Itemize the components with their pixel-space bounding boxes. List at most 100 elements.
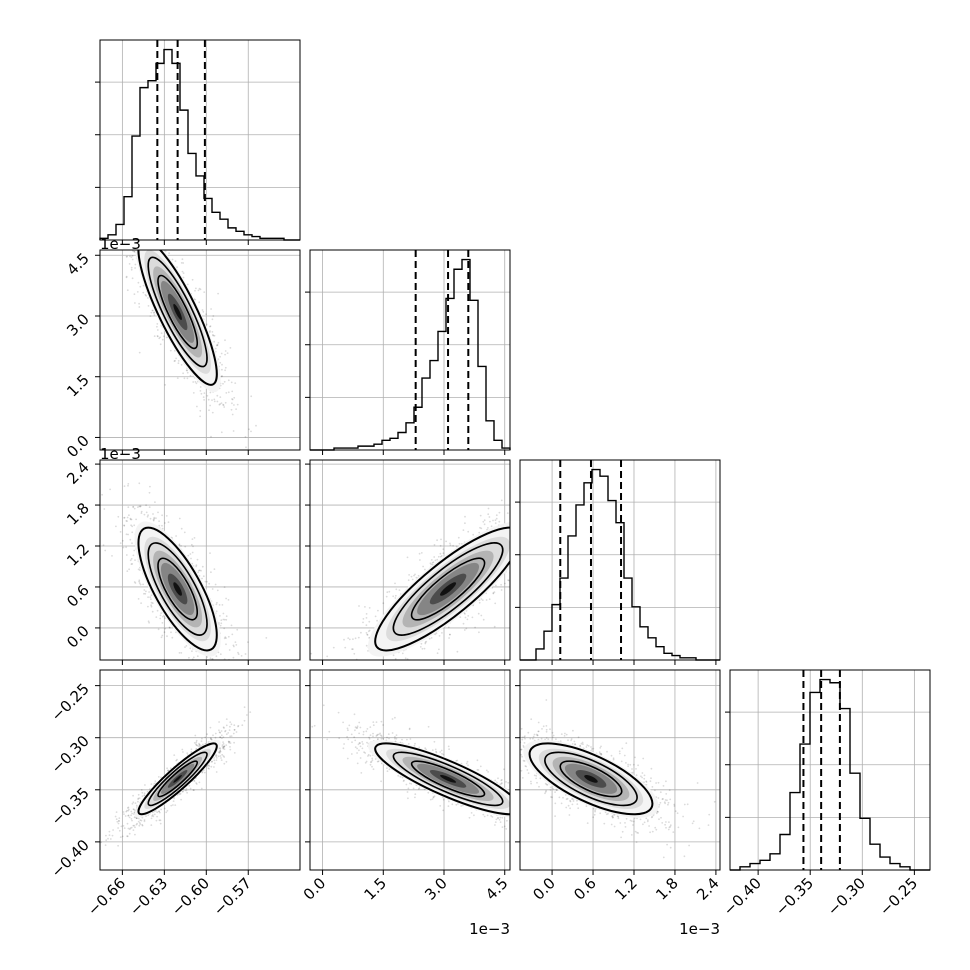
sample-point [126, 255, 128, 258]
sample-point [219, 624, 222, 627]
sample-point [206, 580, 208, 583]
sample-point [532, 537, 534, 539]
sample-point [516, 536, 518, 538]
sample-point [191, 668, 193, 670]
sample-point [212, 315, 215, 317]
sample-point [225, 661, 227, 663]
sample-point [150, 783, 153, 785]
sample-point [530, 547, 532, 549]
sample-point [377, 609, 379, 612]
sample-point [504, 582, 506, 585]
sample-point [204, 667, 206, 669]
sample-point [218, 731, 221, 734]
sample-point [178, 517, 181, 520]
sample-point [160, 246, 162, 248]
sample-point [244, 653, 247, 655]
sample-point [482, 618, 485, 621]
sample-point [186, 369, 189, 372]
sample-point [244, 436, 247, 438]
sample-point [118, 191, 120, 193]
sample-point [513, 554, 515, 556]
sample-point [202, 396, 205, 398]
sample-point [198, 781, 201, 784]
sample-point [255, 424, 257, 427]
sample-point [213, 673, 215, 675]
sample-point [203, 392, 206, 394]
sample-point [219, 403, 222, 405]
sample-point [209, 552, 211, 554]
sample-point [529, 509, 531, 511]
sample-point [335, 675, 337, 677]
sample-point [539, 526, 541, 528]
sample-point [225, 597, 228, 600]
sample-point [158, 520, 161, 522]
sample-point [218, 721, 221, 723]
sample-point [130, 256, 133, 258]
sample-point [195, 564, 198, 567]
sample-point [368, 620, 371, 623]
sample-point [487, 513, 490, 516]
sample-point [146, 227, 148, 229]
sample-point [195, 739, 198, 742]
sample-point [146, 515, 149, 518]
sample-point [151, 223, 153, 225]
sample-point [138, 351, 141, 354]
sample-point [408, 574, 410, 576]
sample-point [158, 811, 161, 814]
sample-point [125, 275, 128, 278]
sample-point [172, 800, 175, 802]
sample-point [162, 236, 164, 238]
sample-point [466, 618, 469, 621]
sample-point [404, 657, 407, 660]
sample-point [130, 524, 133, 527]
sample-point [448, 637, 450, 639]
sample-point [390, 664, 392, 666]
sample-point [234, 641, 237, 643]
sample-point [544, 487, 546, 489]
sample-point [209, 330, 211, 332]
sample-point [215, 610, 218, 613]
sample-point [394, 597, 397, 599]
sample-point [156, 325, 158, 328]
sample-point [449, 544, 452, 546]
sample-point [540, 545, 542, 547]
sample-point [209, 391, 212, 394]
sample-point [218, 403, 221, 406]
sample-point [431, 561, 434, 564]
sample-point [197, 569, 200, 572]
sample-point [366, 634, 369, 636]
sample-point [365, 644, 368, 647]
sample-point [202, 310, 205, 313]
sample-point [132, 506, 135, 508]
sample-point [126, 516, 129, 519]
sample-point [130, 810, 133, 813]
sample-point [134, 219, 136, 221]
sample-point [334, 667, 336, 669]
sample-point [143, 589, 146, 591]
sample-point [436, 539, 438, 542]
sample-point [225, 615, 228, 618]
sample-point [344, 666, 346, 668]
sample-point [376, 619, 378, 622]
sample-point [247, 641, 249, 643]
sample-point [325, 699, 327, 701]
sample-point [236, 403, 239, 406]
sample-point [156, 323, 159, 325]
sample-point [125, 546, 127, 549]
sample-point [142, 583, 145, 586]
sample-point [182, 372, 185, 375]
sample-point [205, 313, 208, 316]
contour-line-0 [137, 526, 218, 652]
sample-point [480, 598, 483, 600]
sample-point [362, 662, 364, 664]
sample-point [180, 527, 183, 530]
sample-point [216, 344, 219, 347]
sample-point [174, 260, 177, 262]
sample-point [522, 550, 524, 552]
sample-point [139, 583, 142, 586]
sample-point [147, 297, 149, 299]
sample-point [121, 835, 124, 838]
sample-point [514, 564, 516, 566]
sample-point [137, 797, 140, 800]
sample-point [161, 622, 164, 624]
